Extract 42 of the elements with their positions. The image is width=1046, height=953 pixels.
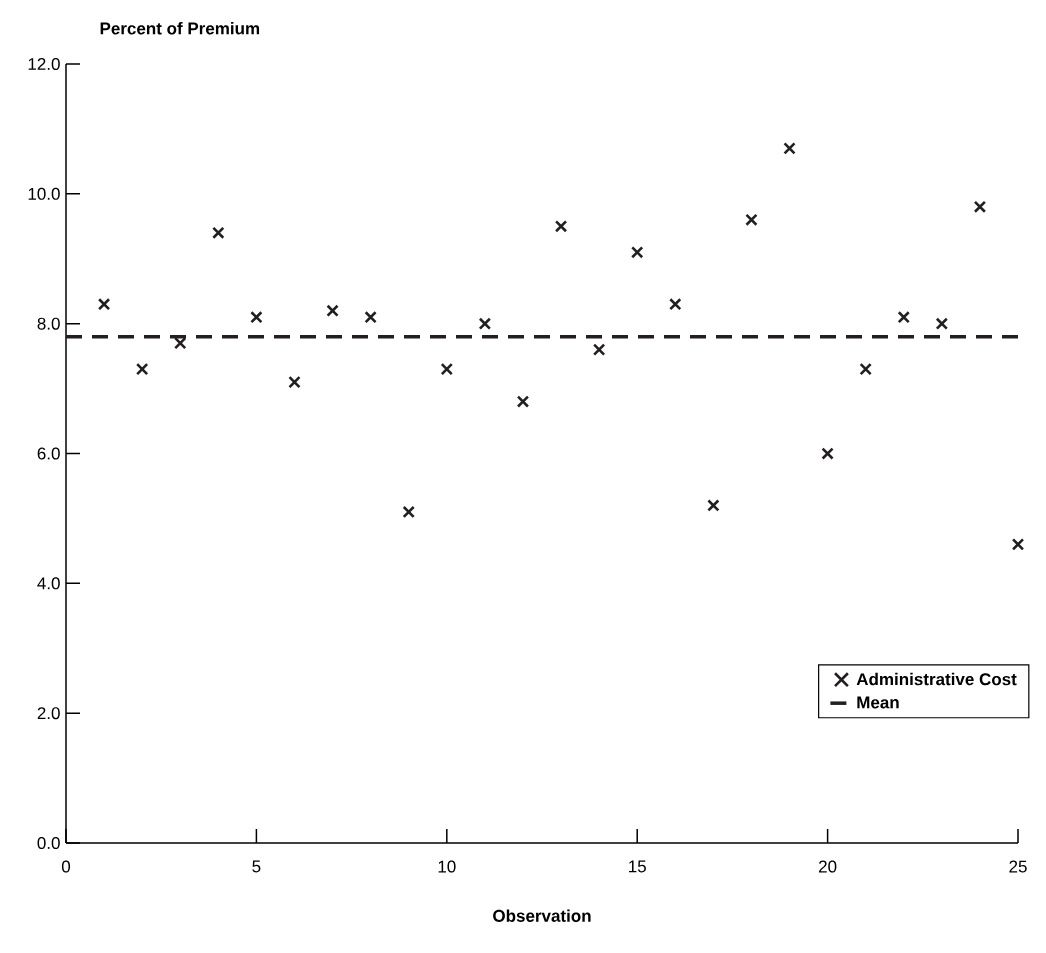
- point: [440, 362, 454, 376]
- y-tick-label: 2.0: [37, 707, 60, 720]
- point: [745, 213, 758, 227]
- point: [630, 246, 644, 259]
- point: [288, 375, 301, 389]
- point: [973, 200, 987, 214]
- point: [859, 362, 872, 376]
- point: [97, 297, 111, 311]
- point: [669, 297, 682, 311]
- point: [135, 362, 149, 376]
- x-tick-label: 0: [61, 860, 71, 873]
- point: [478, 317, 492, 330]
- point: [326, 304, 339, 317]
- point: [554, 220, 568, 233]
- point: [250, 310, 263, 324]
- x-axis-title: Observation: [493, 909, 591, 922]
- x-tick-label: 15: [629, 860, 646, 873]
- point: [592, 343, 606, 356]
- point: [364, 310, 377, 324]
- x-tick-label: 20: [819, 860, 837, 873]
- y-tick-label: 8.0: [37, 317, 60, 330]
- x-tick-label: 10: [438, 860, 456, 873]
- y-tick-label: 6.0: [37, 447, 60, 460]
- point: [897, 310, 911, 324]
- legend-label: Mean: [857, 696, 899, 709]
- y-tick-label: 4.0: [37, 577, 60, 590]
- point: [212, 226, 225, 240]
- y-tick-label: 12.0: [28, 57, 60, 71]
- point: [402, 505, 415, 519]
- x-tick-label: 5: [252, 860, 261, 873]
- y-tick-label: 10.0: [28, 187, 60, 200]
- y-tick-label: 0.0: [37, 836, 60, 850]
- point: [516, 395, 530, 408]
- point: [173, 336, 187, 350]
- x-tick-label: 25: [1009, 860, 1027, 873]
- point: [1011, 538, 1025, 551]
- legend-label: Administrative Cost: [856, 672, 1017, 686]
- point: [935, 317, 949, 330]
- point: [783, 142, 796, 155]
- y-axis-title: Percent of Premium: [100, 22, 260, 35]
- point: [707, 499, 720, 512]
- point: [821, 447, 834, 460]
